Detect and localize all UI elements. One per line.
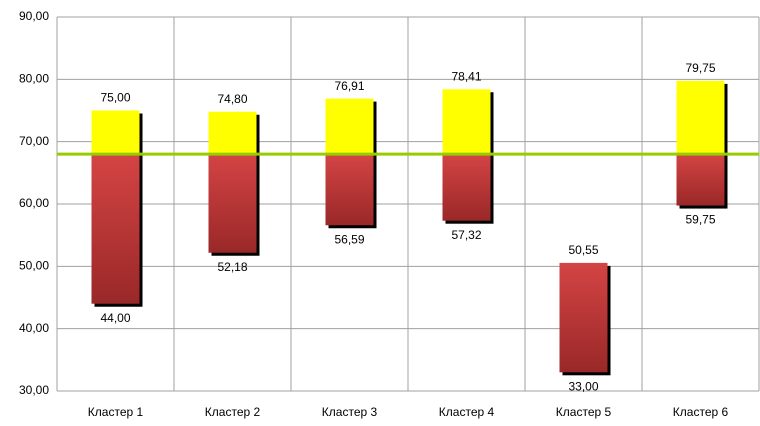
bar-upper [91,110,140,155]
value-label: 59,75 [685,213,715,227]
bar-upper [208,111,257,155]
value-label: 76,91 [334,79,364,93]
bar-upper [676,80,725,155]
value-label: 57,32 [451,228,481,242]
bar-lower [676,154,725,206]
bar-lower [442,154,491,221]
bar-lower [91,154,140,304]
bar-lower [208,154,257,253]
x-tick-label: Кластер 1 [88,405,144,419]
y-tick-label: 40,00 [19,321,49,335]
value-label: 50,55 [568,243,598,257]
y-tick-label: 90,00 [19,9,49,23]
value-label: 78,41 [451,69,481,83]
bar-upper [325,98,374,155]
x-tick-label: Кластер 5 [556,405,612,419]
x-tick-label: Кластер 3 [322,405,378,419]
value-label: 33,00 [568,379,598,393]
y-tick-label: 80,00 [19,72,49,86]
bar-lower [325,154,374,226]
value-label: 56,59 [334,232,364,246]
y-tick-label: 30,00 [19,383,49,397]
y-tick-label: 50,00 [19,259,49,273]
bar-lower [559,262,608,373]
x-tick-label: Кластер 2 [205,405,261,419]
value-label: 52,18 [217,260,247,274]
value-label: 75,00 [100,91,130,105]
bar-upper [442,89,491,155]
value-label: 74,80 [217,92,247,106]
y-tick-label: 60,00 [19,196,49,210]
value-label: 79,75 [685,61,715,75]
value-label: 44,00 [100,311,130,325]
x-tick-label: Кластер 6 [673,405,729,419]
x-tick-label: Кластер 4 [439,405,495,419]
y-tick-label: 70,00 [19,134,49,148]
